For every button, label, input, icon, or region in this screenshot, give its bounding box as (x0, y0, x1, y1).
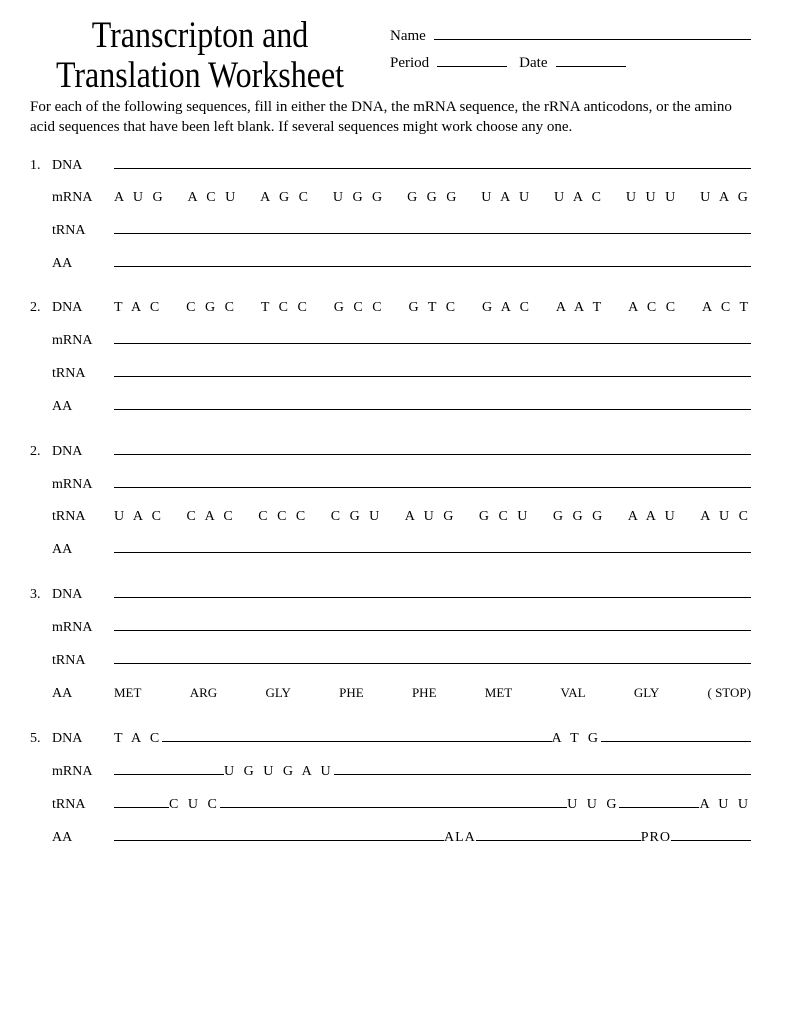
aa-label: AA (52, 686, 114, 702)
trna-label: tRNA (52, 653, 114, 669)
blank-line[interactable] (114, 365, 751, 377)
blank-segment[interactable] (671, 829, 751, 841)
blank-line[interactable] (114, 541, 751, 553)
problem-number: 2. (30, 300, 52, 316)
blank-line[interactable] (114, 586, 751, 598)
blank-segment[interactable] (114, 763, 224, 775)
problem-2a: 2. DNA T A C C G C T C C G C C G T C G A… (30, 300, 751, 415)
instructions: For each of the following sequences, fil… (30, 98, 751, 137)
blank-line[interactable] (114, 619, 751, 631)
period-label: Period (390, 55, 429, 72)
blank-line[interactable] (114, 222, 751, 234)
dna-label: DNA (52, 300, 114, 316)
problem-5: 5. DNA T A C A T G mRNA U G U G A U tRNA… (30, 730, 751, 846)
trna-partial: C U C (169, 797, 220, 813)
aa-label: AA (52, 542, 114, 558)
dna-label: DNA (52, 587, 114, 603)
blank-segment[interactable] (334, 763, 751, 775)
aa-partial: ALA (444, 830, 476, 846)
name-label: Name (390, 28, 426, 45)
aa-label: AA (52, 256, 114, 272)
blank-segment[interactable] (601, 730, 751, 742)
trna-label: tRNA (52, 223, 114, 239)
dna-partial: A T G (552, 731, 602, 747)
aa-label: AA (52, 830, 114, 846)
date-input-line[interactable] (556, 53, 626, 67)
problem-number: 3. (30, 587, 52, 603)
mrna-label: mRNA (52, 764, 114, 780)
aa-sequence: MET ARG GLY PHE PHE MET VAL GLY ( STOP) (114, 685, 751, 701)
mrna-partial: U G U G A U (224, 764, 334, 780)
blank-line[interactable] (114, 652, 751, 664)
blank-segment[interactable] (114, 829, 444, 841)
mrna-sequence: A U G A C U A G C U G G G G G U A U U A … (114, 190, 751, 206)
header: Transcripton and Translation Worksheet N… (30, 20, 751, 90)
dna-partial: T A C (114, 731, 162, 747)
dna-label: DNA (52, 731, 114, 747)
problem-number: 1. (30, 158, 52, 174)
dna-label: DNA (52, 444, 114, 460)
blank-segment[interactable] (114, 796, 169, 808)
mrna-label: mRNA (52, 190, 114, 206)
blank-line[interactable] (114, 332, 751, 344)
aa-partial: PRO (641, 830, 671, 846)
problem-1: 1. DNA mRNA A U G A C U A G C U G G G G … (30, 157, 751, 272)
blank-line[interactable] (114, 255, 751, 267)
trna-label: tRNA (52, 509, 114, 525)
problem-2b: 2. DNA mRNA tRNA U A C C A C C C C C G U… (30, 443, 751, 558)
mrna-label: mRNA (52, 477, 114, 493)
header-fields: Name Period Date (390, 20, 751, 80)
blank-segment[interactable] (619, 796, 699, 808)
dna-label: DNA (52, 158, 114, 174)
aa-label: AA (52, 399, 114, 415)
trna-label: tRNA (52, 797, 114, 813)
blank-line[interactable] (114, 157, 751, 169)
trna-sequence: U A C C A C C C C C G U A U G G C U G G … (114, 509, 751, 525)
problem-3: 3. DNA mRNA tRNA AA MET ARG GLY PHE PHE … (30, 586, 751, 702)
trna-label: tRNA (52, 366, 114, 382)
mrna-label: mRNA (52, 333, 114, 349)
name-input-line[interactable] (434, 26, 751, 40)
period-input-line[interactable] (437, 53, 507, 67)
dna-sequence: T A C C G C T C C G C C G T C G A C A A … (114, 300, 751, 316)
blank-line[interactable] (114, 398, 751, 410)
blank-segment[interactable] (220, 796, 567, 808)
problem-number: 2. (30, 444, 52, 460)
worksheet-title: Transcripton and Translation Worksheet (30, 15, 370, 96)
trna-partial: U U G (567, 797, 619, 813)
date-label: Date (519, 55, 547, 72)
blank-segment[interactable] (162, 730, 551, 742)
blank-segment[interactable] (476, 829, 641, 841)
blank-line[interactable] (114, 476, 751, 488)
problem-number: 5. (30, 731, 52, 747)
blank-line[interactable] (114, 443, 751, 455)
trna-partial: A U U (699, 797, 751, 813)
mrna-label: mRNA (52, 620, 114, 636)
